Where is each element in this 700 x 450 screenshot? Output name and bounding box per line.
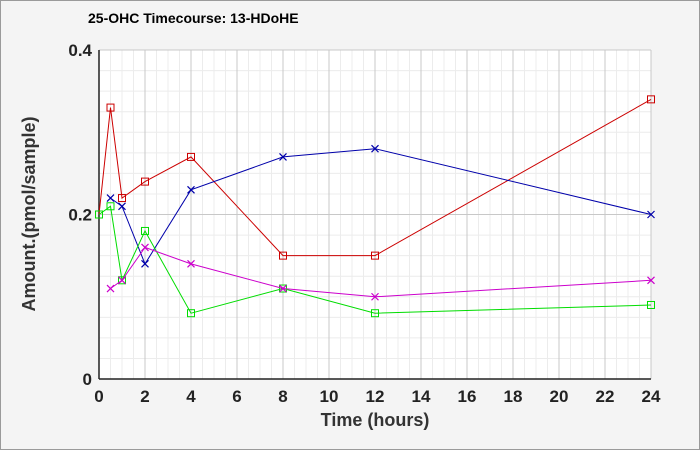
- data-point: [141, 226, 149, 235]
- data-point: [95, 210, 103, 219]
- data-point: [371, 251, 379, 260]
- x-tick-label: 16: [458, 387, 477, 406]
- y-tick-label: 0.2: [68, 206, 92, 225]
- data-point: [141, 259, 149, 268]
- series-group: [95, 95, 655, 318]
- x-tick-label: 0: [94, 387, 103, 406]
- x-tick-label: 20: [550, 387, 569, 406]
- x-axis-title: Time (hours): [321, 410, 430, 430]
- data-point: [279, 284, 287, 293]
- series-line-1: [98, 98, 652, 257]
- data-point: [118, 202, 126, 211]
- data-point: [141, 243, 149, 252]
- x-tick-label: 2: [140, 387, 149, 406]
- data-point: [187, 309, 195, 318]
- x-tick-labels: 0 2 4 6 8 10 12 14 16 18 20 22 24: [94, 387, 661, 406]
- x-tick-label: 8: [278, 387, 287, 406]
- data-point: [279, 153, 287, 161]
- x-tick-label: 22: [596, 387, 615, 406]
- y-tick-label: 0: [83, 370, 92, 389]
- x-tick-label: 18: [504, 387, 523, 406]
- data-point: [647, 276, 655, 285]
- data-point: [187, 185, 195, 194]
- x-tick-label: 6: [232, 387, 241, 406]
- data-point: [106, 194, 115, 202]
- x-tick-label: 24: [642, 387, 661, 406]
- x-tick-label: 14: [412, 387, 431, 406]
- data-point: [371, 144, 379, 153]
- data-point: [118, 276, 126, 285]
- y-axis-title: Amount.(pmol/sample): [19, 116, 39, 311]
- data-point: [118, 194, 126, 203]
- data-point: [187, 259, 195, 268]
- data-point: [118, 276, 126, 285]
- data-point: [106, 103, 115, 112]
- x-tick-label: 4: [186, 387, 196, 406]
- data-point: [187, 152, 195, 161]
- x-tick-label: 12: [366, 387, 385, 406]
- data-point: [647, 210, 655, 219]
- data-point: [141, 177, 149, 186]
- y-tick-label: 0.4: [68, 41, 92, 60]
- data-point: [647, 300, 655, 309]
- data-point: [106, 202, 115, 211]
- chart-title: 25-OHC Timecourse: 13-HDoHE: [88, 10, 299, 26]
- y-tick-labels: 0 0.2 0.4: [68, 41, 92, 389]
- data-point: [106, 284, 115, 293]
- data-point: [279, 251, 287, 260]
- data-point: [371, 309, 379, 318]
- series-line-3: [98, 205, 652, 314]
- x-tick-label: 10: [320, 387, 339, 406]
- data-point: [647, 95, 655, 104]
- data-point: [371, 292, 379, 301]
